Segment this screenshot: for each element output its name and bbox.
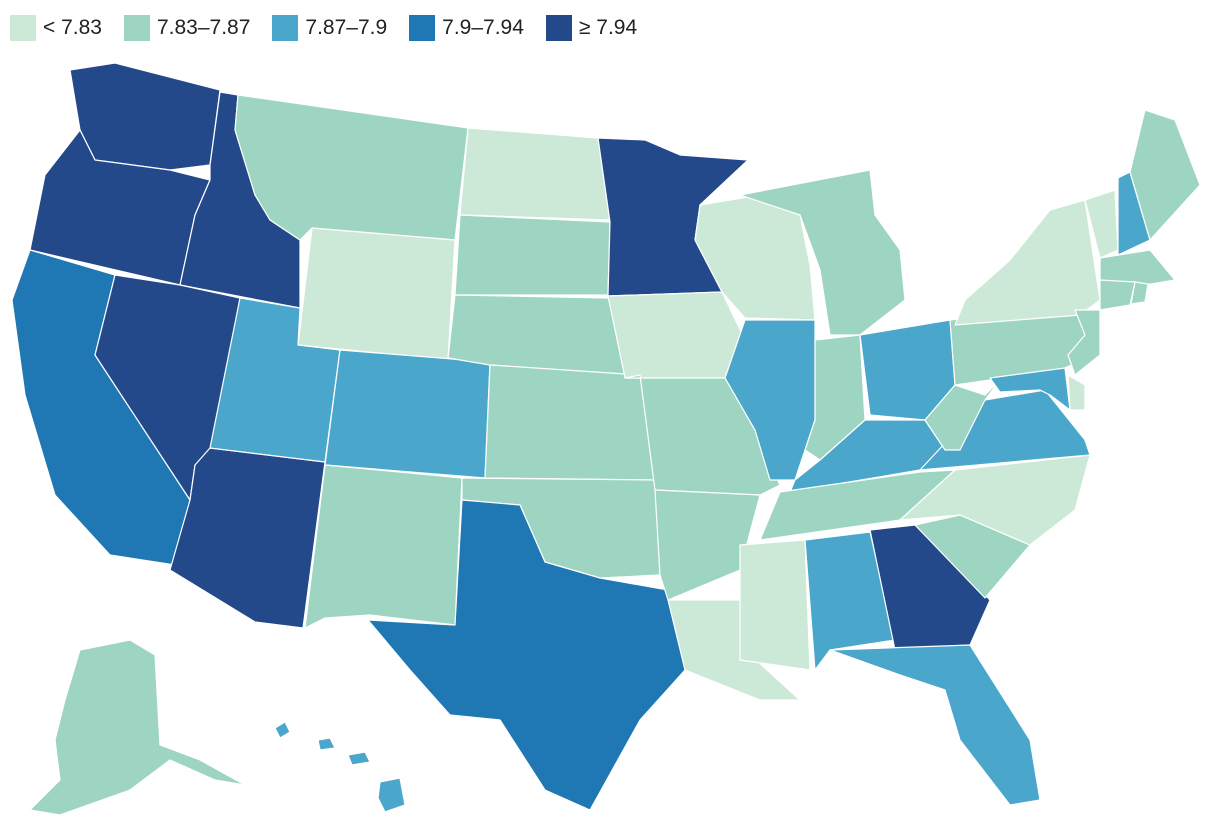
state-MT[interactable]: [234, 94, 469, 241]
state-WY[interactable]: [297, 227, 456, 361]
state-AR[interactable]: [654, 489, 761, 601]
legend-swatch: [123, 15, 150, 41]
state-NM[interactable]: [304, 464, 463, 629]
state-WV[interactable]: [924, 379, 1001, 451]
state-ND[interactable]: [459, 127, 611, 221]
legend-item: 7.9–7.94: [409, 15, 524, 41]
state-KS[interactable]: [484, 364, 656, 481]
legend-label: 7.87–7.9: [305, 16, 388, 39]
state-MS[interactable]: [739, 539, 811, 671]
state-NJ[interactable]: [1067, 309, 1101, 376]
state-SD[interactable]: [454, 214, 611, 296]
legend-swatch: [545, 15, 572, 41]
legend-swatch: [272, 15, 299, 41]
legend-label: < 7.83: [43, 16, 102, 39]
state-AK[interactable]: [29, 639, 246, 816]
legend-label: 7.9–7.94: [442, 16, 524, 39]
state-AZ[interactable]: [169, 447, 326, 629]
state-NC[interactable]: [899, 454, 1091, 546]
state-CT[interactable]: [1099, 279, 1136, 311]
legend-item: < 7.83: [10, 15, 102, 41]
legend-swatch: [10, 15, 36, 41]
legend-swatch: [409, 15, 436, 41]
state-AL[interactable]: [804, 531, 896, 671]
state-IL[interactable]: [724, 319, 816, 481]
state-ME[interactable]: [1129, 109, 1201, 241]
state-GA[interactable]: [869, 524, 991, 651]
legend: < 7.83 7.83–7.87 7.87–7.9 7.9–7.94 ≥ 7.9…: [10, 14, 659, 42]
state-MD[interactable]: [989, 367, 1071, 411]
state-HI[interactable]: [274, 721, 406, 813]
legend-label: 7.83–7.87: [156, 16, 251, 39]
state-MA[interactable]: [1099, 249, 1176, 286]
state-DE[interactable]: [1067, 374, 1086, 411]
legend-label: ≥ 7.94: [578, 16, 638, 39]
legend-item: 7.83–7.87: [123, 15, 251, 41]
state-NY[interactable]: [954, 199, 1101, 326]
state-CO[interactable]: [324, 349, 491, 479]
state-FL[interactable]: [829, 644, 1041, 806]
state-IA[interactable]: [607, 291, 746, 379]
legend-item: ≥ 7.94: [545, 15, 638, 41]
state-TX[interactable]: [367, 499, 686, 811]
state-MI[interactable]: [739, 169, 906, 336]
state-RI[interactable]: [1130, 281, 1149, 305]
legend-item: 7.87–7.9: [272, 15, 387, 41]
